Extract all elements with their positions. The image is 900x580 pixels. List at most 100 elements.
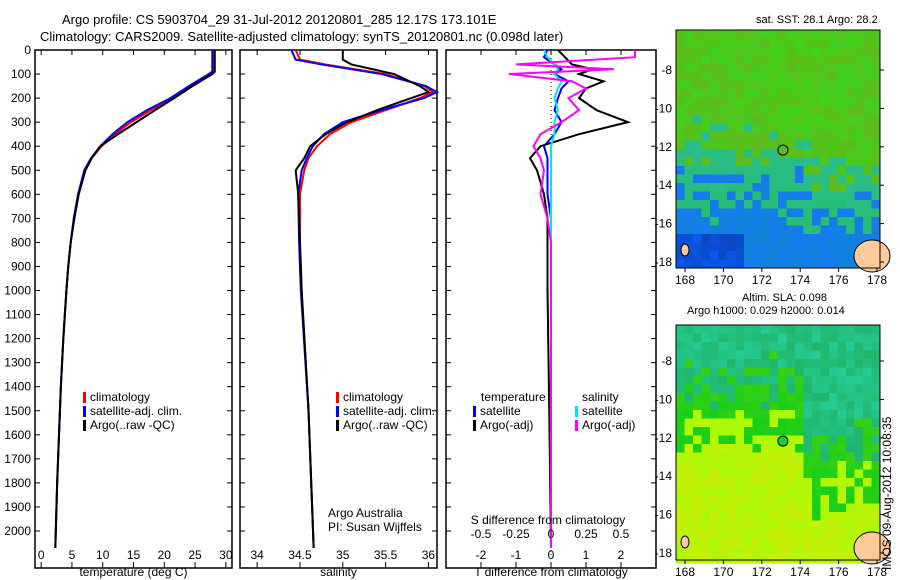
map-cell <box>786 410 796 419</box>
map-cell <box>769 191 779 201</box>
map-cell <box>735 115 745 124</box>
map-cell <box>718 393 728 402</box>
map-cell <box>761 486 770 496</box>
map-cell <box>837 225 847 235</box>
map-cell <box>693 106 702 116</box>
map-cell <box>803 217 813 226</box>
map-cell <box>871 234 881 243</box>
map-cell <box>752 132 762 141</box>
map-cell <box>778 242 787 252</box>
map-cell <box>863 435 872 445</box>
map-cell <box>718 183 728 192</box>
map-cell <box>863 410 872 419</box>
y-tick-label: 1400 <box>4 380 31 394</box>
map-cell <box>829 47 838 56</box>
map-cell <box>701 350 711 360</box>
map-cell <box>863 461 872 470</box>
map-cell <box>684 72 694 82</box>
map-cell <box>778 486 787 496</box>
map-cell <box>803 418 813 428</box>
map-cell <box>718 30 728 39</box>
map-cell <box>727 537 736 547</box>
map-cell <box>871 427 881 436</box>
map-cell <box>684 132 694 141</box>
x-axis-label: salinity <box>320 565 357 579</box>
map-cell <box>863 495 872 504</box>
map-cell <box>769 64 779 73</box>
map-cell <box>684 350 694 360</box>
map-cell <box>795 486 804 496</box>
map-cell <box>778 89 787 99</box>
map-cell <box>761 174 770 184</box>
sst-map-title: sat. SST: 28.1 Argo: 28.2 <box>756 14 878 26</box>
map-cell <box>684 55 694 65</box>
map-cell <box>854 376 864 385</box>
map-cell <box>829 98 838 107</box>
map-cell <box>829 132 838 141</box>
map-cell <box>871 435 881 445</box>
map-cell <box>693 64 702 73</box>
map-cell <box>701 435 711 445</box>
map-cell <box>795 529 804 538</box>
map-cell <box>727 452 736 462</box>
map-cell <box>744 157 753 167</box>
map-cell <box>786 115 796 124</box>
y-tick-label: 1500 <box>4 404 31 418</box>
series-line-s-argo-adj- <box>508 50 636 548</box>
map-cell <box>837 384 847 394</box>
map-cell <box>701 157 711 167</box>
map-cell <box>761 529 770 538</box>
map-cell <box>744 537 753 547</box>
map-cell <box>769 115 779 124</box>
map-cell <box>778 537 787 547</box>
map-cell <box>761 166 770 175</box>
map-cell <box>727 217 736 226</box>
map-cell <box>744 512 753 521</box>
map-cell <box>837 166 847 175</box>
map-cell <box>803 183 813 192</box>
map-cell <box>846 444 855 453</box>
map-cell <box>786 157 796 167</box>
map-cell <box>854 140 864 150</box>
map-cell <box>778 503 787 513</box>
map-cell <box>718 217 728 226</box>
map-cell <box>744 478 753 487</box>
map-cell <box>676 157 685 167</box>
map-cell <box>727 495 736 504</box>
map-cell <box>820 157 830 167</box>
map-cell <box>820 149 830 158</box>
map-cell <box>710 47 719 56</box>
x-axis-label: T difference from climatology <box>474 565 628 579</box>
map-cell <box>795 452 804 462</box>
x-tick-label: 36 <box>422 548 436 562</box>
map-cell <box>778 47 787 56</box>
s-tick-label: -0.25 <box>502 527 530 541</box>
map-cell <box>676 486 685 496</box>
map-cell <box>727 89 736 99</box>
map-cell <box>863 89 872 99</box>
map-cell <box>710 520 719 530</box>
map-cell <box>701 520 711 530</box>
map-cell <box>735 376 745 385</box>
map-lon-label: 170 <box>713 565 733 579</box>
map-cell <box>778 183 787 192</box>
map-cell <box>761 115 770 124</box>
map-cell <box>761 98 770 107</box>
map-cell <box>735 47 745 56</box>
map-cell <box>829 183 838 192</box>
map-cell <box>863 47 872 56</box>
map-cell <box>718 98 728 107</box>
map-cell <box>837 30 847 39</box>
map-cell <box>786 123 796 133</box>
map-cell <box>752 503 762 513</box>
map-cell <box>727 554 736 564</box>
map-cell <box>684 401 694 411</box>
map-cell <box>812 38 821 48</box>
map-cell <box>718 157 728 167</box>
map-cell <box>752 140 762 150</box>
map-cell <box>854 115 864 124</box>
map-cell <box>854 81 864 90</box>
map-cell <box>846 469 855 479</box>
map-cell <box>803 81 813 90</box>
map-cell <box>837 183 847 192</box>
